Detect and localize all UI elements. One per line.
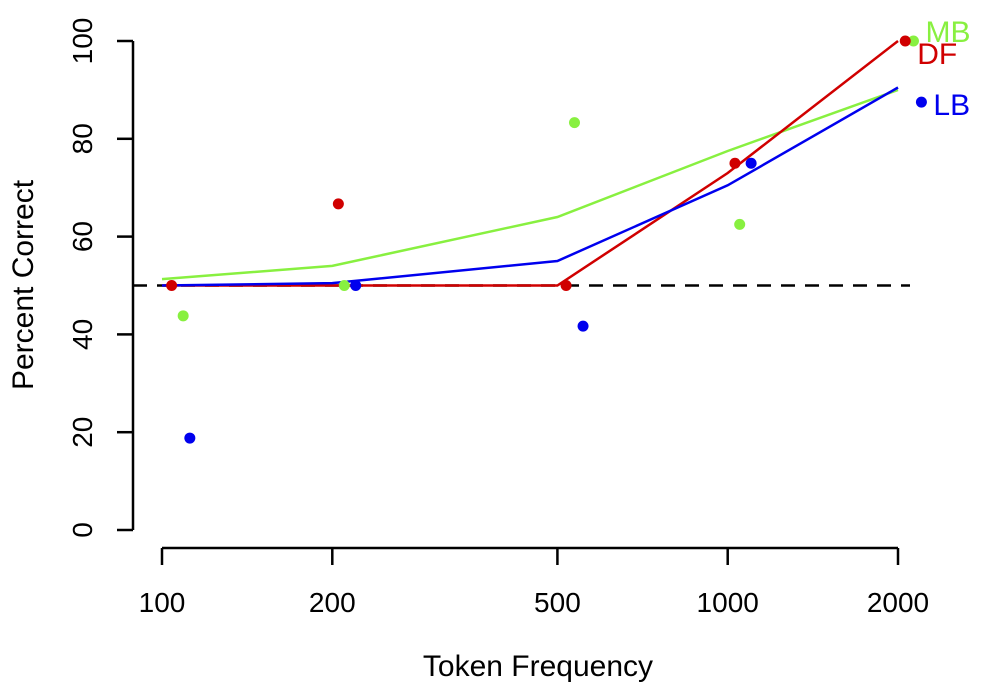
point-mb [177,310,189,322]
point-lb [915,96,927,108]
y-tick-label: 80 [67,123,98,154]
point-df [729,157,741,169]
x-tick-label: 100 [139,587,186,618]
y-tick-label: 100 [67,18,98,65]
point-lb [184,432,196,444]
x-tick-label: 200 [309,587,356,618]
point-mb [568,117,580,129]
x-tick-label: 500 [534,587,581,618]
fit-lines-layer [161,40,899,287]
y-tick-label: 40 [67,319,98,350]
point-mb [907,35,919,47]
series-label-mb: MB [925,16,970,49]
fit-line-mb [161,88,899,281]
y-tick-label: 0 [67,522,98,538]
x-tick-label: 2000 [867,587,929,618]
point-lb [577,320,589,332]
point-df [899,35,911,47]
y-tick-label: 60 [67,221,98,252]
x-tick-label: 1000 [697,587,759,618]
point-df [332,198,344,210]
series-label-df: DF [917,38,957,71]
point-df [166,280,178,291]
points-layer [166,35,927,444]
y-axis-title: Percent Correct [7,179,40,390]
y-tick-label: 20 [67,417,98,448]
fit-line-lb [161,86,899,287]
axes-layer: 0 20 40 60 80 100 100 200 500 1000 2000 [67,18,929,618]
point-lb [745,157,757,169]
series-label-lb: LB [933,89,970,122]
point-mb [338,280,350,291]
x-axis-title: Token Frequency [423,650,653,683]
fit-line-df [162,40,899,287]
point-mb [734,218,746,230]
point-lb [350,280,362,291]
point-df [560,280,572,291]
